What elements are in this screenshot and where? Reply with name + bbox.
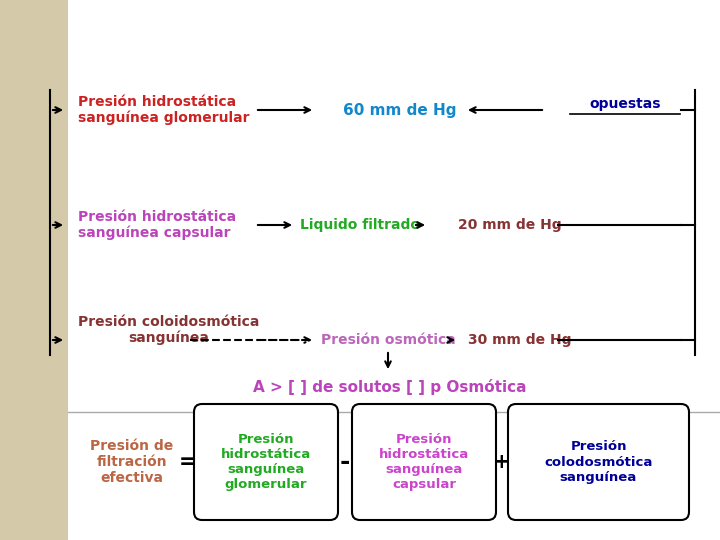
Text: opuestas: opuestas (589, 97, 661, 111)
Text: 30 mm de Hg: 30 mm de Hg (468, 333, 572, 347)
FancyBboxPatch shape (508, 404, 689, 520)
Text: Liquido filtrado: Liquido filtrado (300, 218, 420, 232)
Bar (0, 0, 68, 540)
Text: Presión
colodosmótica
sanguínea: Presión colodosmótica sanguínea (544, 441, 653, 483)
Text: +: + (493, 452, 510, 472)
Text: Presión hidrostática
sanguínea capsular: Presión hidrostática sanguínea capsular (78, 210, 236, 240)
FancyBboxPatch shape (352, 404, 496, 520)
Text: A > [ ] de solutos [ ] p Osmótica: A > [ ] de solutos [ ] p Osmótica (253, 379, 527, 395)
Text: Presión hidrostática
sanguínea glomerular: Presión hidrostática sanguínea glomerula… (78, 94, 250, 125)
Text: =: = (179, 452, 197, 472)
Text: Presión coloidosmótica
sanguínea: Presión coloidosmótica sanguínea (78, 315, 259, 346)
Text: Presión
hidrostática
sanguínea
glomerular: Presión hidrostática sanguínea glomerula… (221, 433, 311, 491)
FancyBboxPatch shape (194, 404, 338, 520)
Text: -: - (340, 450, 350, 474)
Text: 20 mm de Hg: 20 mm de Hg (458, 218, 562, 232)
Text: Presión
hidrostática
sanguínea
capsular: Presión hidrostática sanguínea capsular (379, 433, 469, 491)
Text: Presión osmótica: Presión osmótica (320, 333, 455, 347)
Text: 60 mm de Hg: 60 mm de Hg (343, 103, 456, 118)
Text: Presión de
filtración
efectiva: Presión de filtración efectiva (90, 439, 174, 485)
